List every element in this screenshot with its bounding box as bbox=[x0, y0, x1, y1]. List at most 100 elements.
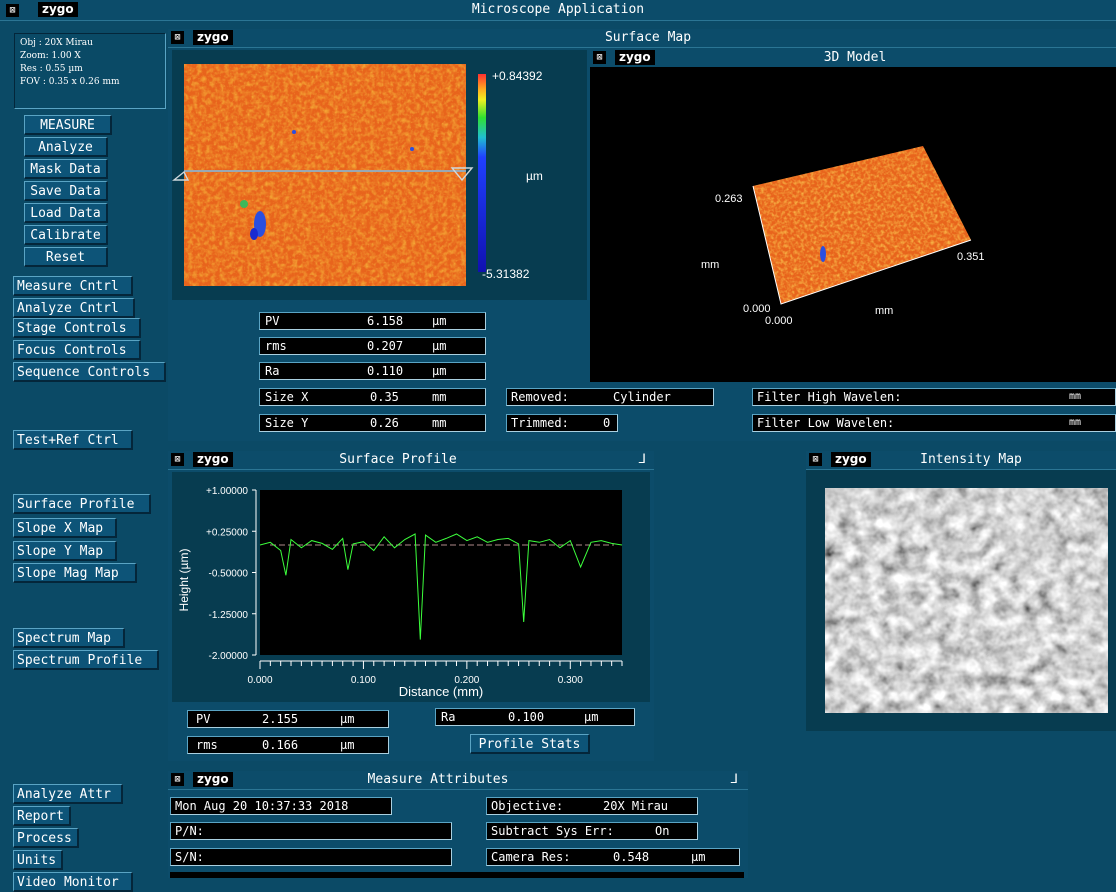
stage-controls-button[interactable]: Stage Controls bbox=[13, 318, 141, 338]
surface-profile-titlebar: ⊠ zygo Surface Profile ⅃ bbox=[168, 451, 654, 470]
info-line: Obj : 20X Mirau bbox=[20, 38, 93, 48]
app-title: Microscope Application bbox=[471, 2, 645, 17]
profile-rms-field: rms 0.166 µm bbox=[187, 736, 389, 754]
spectrum-profile-button[interactable]: Spectrum Profile bbox=[13, 650, 159, 670]
profile-line-handles[interactable] bbox=[170, 160, 480, 186]
slope-mag-map-button[interactable]: Slope Mag Map bbox=[13, 563, 137, 583]
measure-attributes-title: Measure Attributes bbox=[367, 772, 509, 787]
analyze-attr-button[interactable]: Analyze Attr bbox=[13, 784, 123, 804]
sn-label: S/N: bbox=[175, 850, 204, 864]
field-value: 0.166 bbox=[262, 738, 299, 752]
camera-res-field: Camera Res: 0.548 µm bbox=[486, 848, 740, 866]
field-label: rms bbox=[196, 738, 218, 752]
surface-map-image[interactable] bbox=[184, 64, 466, 286]
profile-pv-field: PV 2.155 µm bbox=[187, 710, 389, 728]
window-close-icon[interactable]: ⊠ bbox=[6, 4, 19, 17]
test-ref-ctrl-button[interactable]: Test+Ref Ctrl bbox=[13, 430, 133, 450]
measure-button[interactable]: MEASURE bbox=[24, 115, 112, 135]
report-button[interactable]: Report bbox=[13, 806, 71, 826]
intensity-map-close-icon[interactable]: ⊠ bbox=[809, 453, 822, 466]
zygo-logo: zygo bbox=[193, 772, 233, 787]
left-handle[interactable] bbox=[172, 170, 190, 181]
zygo-logo: zygo bbox=[615, 50, 655, 65]
profile-plot-area bbox=[260, 490, 622, 655]
analyze-button[interactable]: Analyze bbox=[24, 137, 108, 157]
zygo-logo: zygo bbox=[193, 30, 233, 45]
field-value: 2.155 bbox=[262, 712, 299, 726]
surface-profile-close-icon[interactable]: ⊠ bbox=[171, 453, 184, 466]
surface-profile-chart[interactable]: +1.00000 +0.25000 -0.50000 -1.25000 -2.00000… bbox=[172, 472, 650, 702]
3d-x-max-label: 0.351 bbox=[957, 251, 985, 263]
size-x-field: Size X 0.35 mm bbox=[259, 388, 486, 406]
field-label: Trimmed: bbox=[511, 416, 569, 430]
field-label: Filter Low Wavelen: bbox=[757, 416, 895, 430]
profile-y-tick-label: +1.00000 bbox=[206, 486, 248, 497]
field-unit: mm bbox=[432, 390, 447, 404]
field-value: 0.26 bbox=[370, 416, 399, 430]
save-data-button[interactable]: Save Data bbox=[24, 181, 108, 201]
filter-high-field: Filter High Wavelen: mm bbox=[752, 388, 1116, 406]
video-monitor-button[interactable]: Video Monitor bbox=[13, 872, 133, 892]
field-label: PV bbox=[265, 314, 280, 328]
pv-field: PV 6.158 µm bbox=[259, 312, 486, 330]
colorbar-min-label: -5.31382 bbox=[482, 267, 530, 281]
process-button[interactable]: Process bbox=[13, 828, 79, 848]
slope-y-map-button[interactable]: Slope Y Map bbox=[13, 541, 117, 561]
sequence-controls-button[interactable]: Sequence Controls bbox=[13, 362, 166, 382]
3d-model-close-icon[interactable]: ⊠ bbox=[593, 51, 606, 64]
analyze-cntrl-button[interactable]: Analyze Cntrl bbox=[13, 298, 135, 318]
mask-data-button[interactable]: Mask Data bbox=[24, 159, 108, 179]
profile-y-axis-label: Height (µm) bbox=[177, 549, 191, 612]
right-handle[interactable] bbox=[450, 167, 474, 182]
intensity-map-title: Intensity Map bbox=[920, 452, 1022, 467]
field-value: 0.100 bbox=[508, 710, 545, 724]
profile-ra-field: Ra 0.100 µm bbox=[435, 708, 635, 726]
field-value: 0.548 bbox=[613, 850, 650, 864]
field-label: Ra bbox=[265, 364, 280, 378]
pin-icon[interactable]: ⅃ bbox=[730, 772, 738, 787]
focus-controls-button[interactable]: Focus Controls bbox=[13, 340, 141, 360]
3d-origin-x-label: 0.000 bbox=[765, 315, 793, 327]
pn-field[interactable]: P/N: bbox=[170, 822, 452, 840]
load-data-button[interactable]: Load Data bbox=[24, 203, 108, 223]
size-y-field: Size Y 0.26 mm bbox=[259, 414, 486, 432]
intensity-texture bbox=[825, 488, 1108, 713]
profile-x-tick-label: 0.200 bbox=[454, 675, 479, 686]
3d-model-view[interactable]: 0.263 0.351 0.000 0.000 mm mm bbox=[591, 68, 1116, 380]
measure-attributes-close-icon[interactable]: ⊠ bbox=[171, 773, 184, 786]
app-titlebar: ⊠ zygo Microscope Application bbox=[0, 0, 1116, 21]
profile-stats-button[interactable]: Profile Stats bbox=[470, 734, 590, 754]
surface-profile-button[interactable]: Surface Profile bbox=[13, 494, 151, 514]
calibrate-button[interactable]: Calibrate bbox=[24, 225, 108, 245]
trimmed-field: Trimmed: 0 bbox=[506, 414, 618, 432]
surface-map-close-icon[interactable]: ⊠ bbox=[171, 31, 184, 44]
surface-map-title: Surface Map bbox=[604, 30, 692, 45]
zygo-logo: zygo bbox=[193, 452, 233, 467]
sn-field[interactable]: S/N: bbox=[170, 848, 452, 866]
3d-y-unit-label: mm bbox=[701, 259, 719, 271]
field-label: Subtract Sys Err: bbox=[491, 824, 614, 838]
field-unit: mm bbox=[1069, 417, 1082, 428]
field-unit: µm bbox=[432, 364, 447, 378]
intensity-map-image[interactable] bbox=[825, 488, 1108, 713]
intensity-map-titlebar: ⊠ zygo Intensity Map bbox=[806, 451, 1116, 470]
units-button[interactable]: Units bbox=[13, 850, 63, 870]
info-line: FOV : 0.35 x 0.26 mm bbox=[20, 77, 120, 87]
3d-x-unit-label: mm bbox=[875, 305, 893, 317]
pin-icon[interactable]: ⅃ bbox=[638, 452, 646, 467]
field-value: Cylinder bbox=[613, 390, 671, 404]
surface-map-titlebar: ⊠ zygo Surface Map bbox=[168, 29, 1116, 48]
slope-x-map-button[interactable]: Slope X Map bbox=[13, 518, 117, 538]
spectrum-map-button[interactable]: Spectrum Map bbox=[13, 628, 125, 648]
3d-model-titlebar: ⊠ zygo 3D Model bbox=[590, 49, 1116, 67]
profile-x-tick-label: 0.000 bbox=[247, 675, 272, 686]
3d-axes bbox=[752, 185, 972, 305]
colorbar-max-label: +0.84392 bbox=[492, 69, 543, 83]
field-value: 6.158 bbox=[367, 314, 404, 328]
field-value: 0.110 bbox=[367, 364, 404, 378]
measure-attributes-titlebar: ⊠ zygo Measure Attributes ⅃ bbox=[168, 771, 748, 790]
reset-button[interactable]: Reset bbox=[24, 247, 108, 267]
objective-field: Objective: 20X Mirau bbox=[486, 797, 698, 815]
measure-cntrl-button[interactable]: Measure Cntrl bbox=[13, 276, 133, 296]
field-value: 0.35 bbox=[370, 390, 399, 404]
